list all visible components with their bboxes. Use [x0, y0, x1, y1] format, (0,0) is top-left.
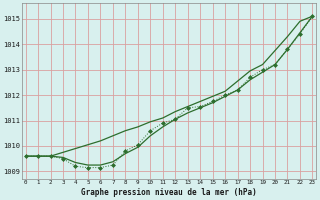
X-axis label: Graphe pression niveau de la mer (hPa): Graphe pression niveau de la mer (hPa) [81, 188, 257, 197]
